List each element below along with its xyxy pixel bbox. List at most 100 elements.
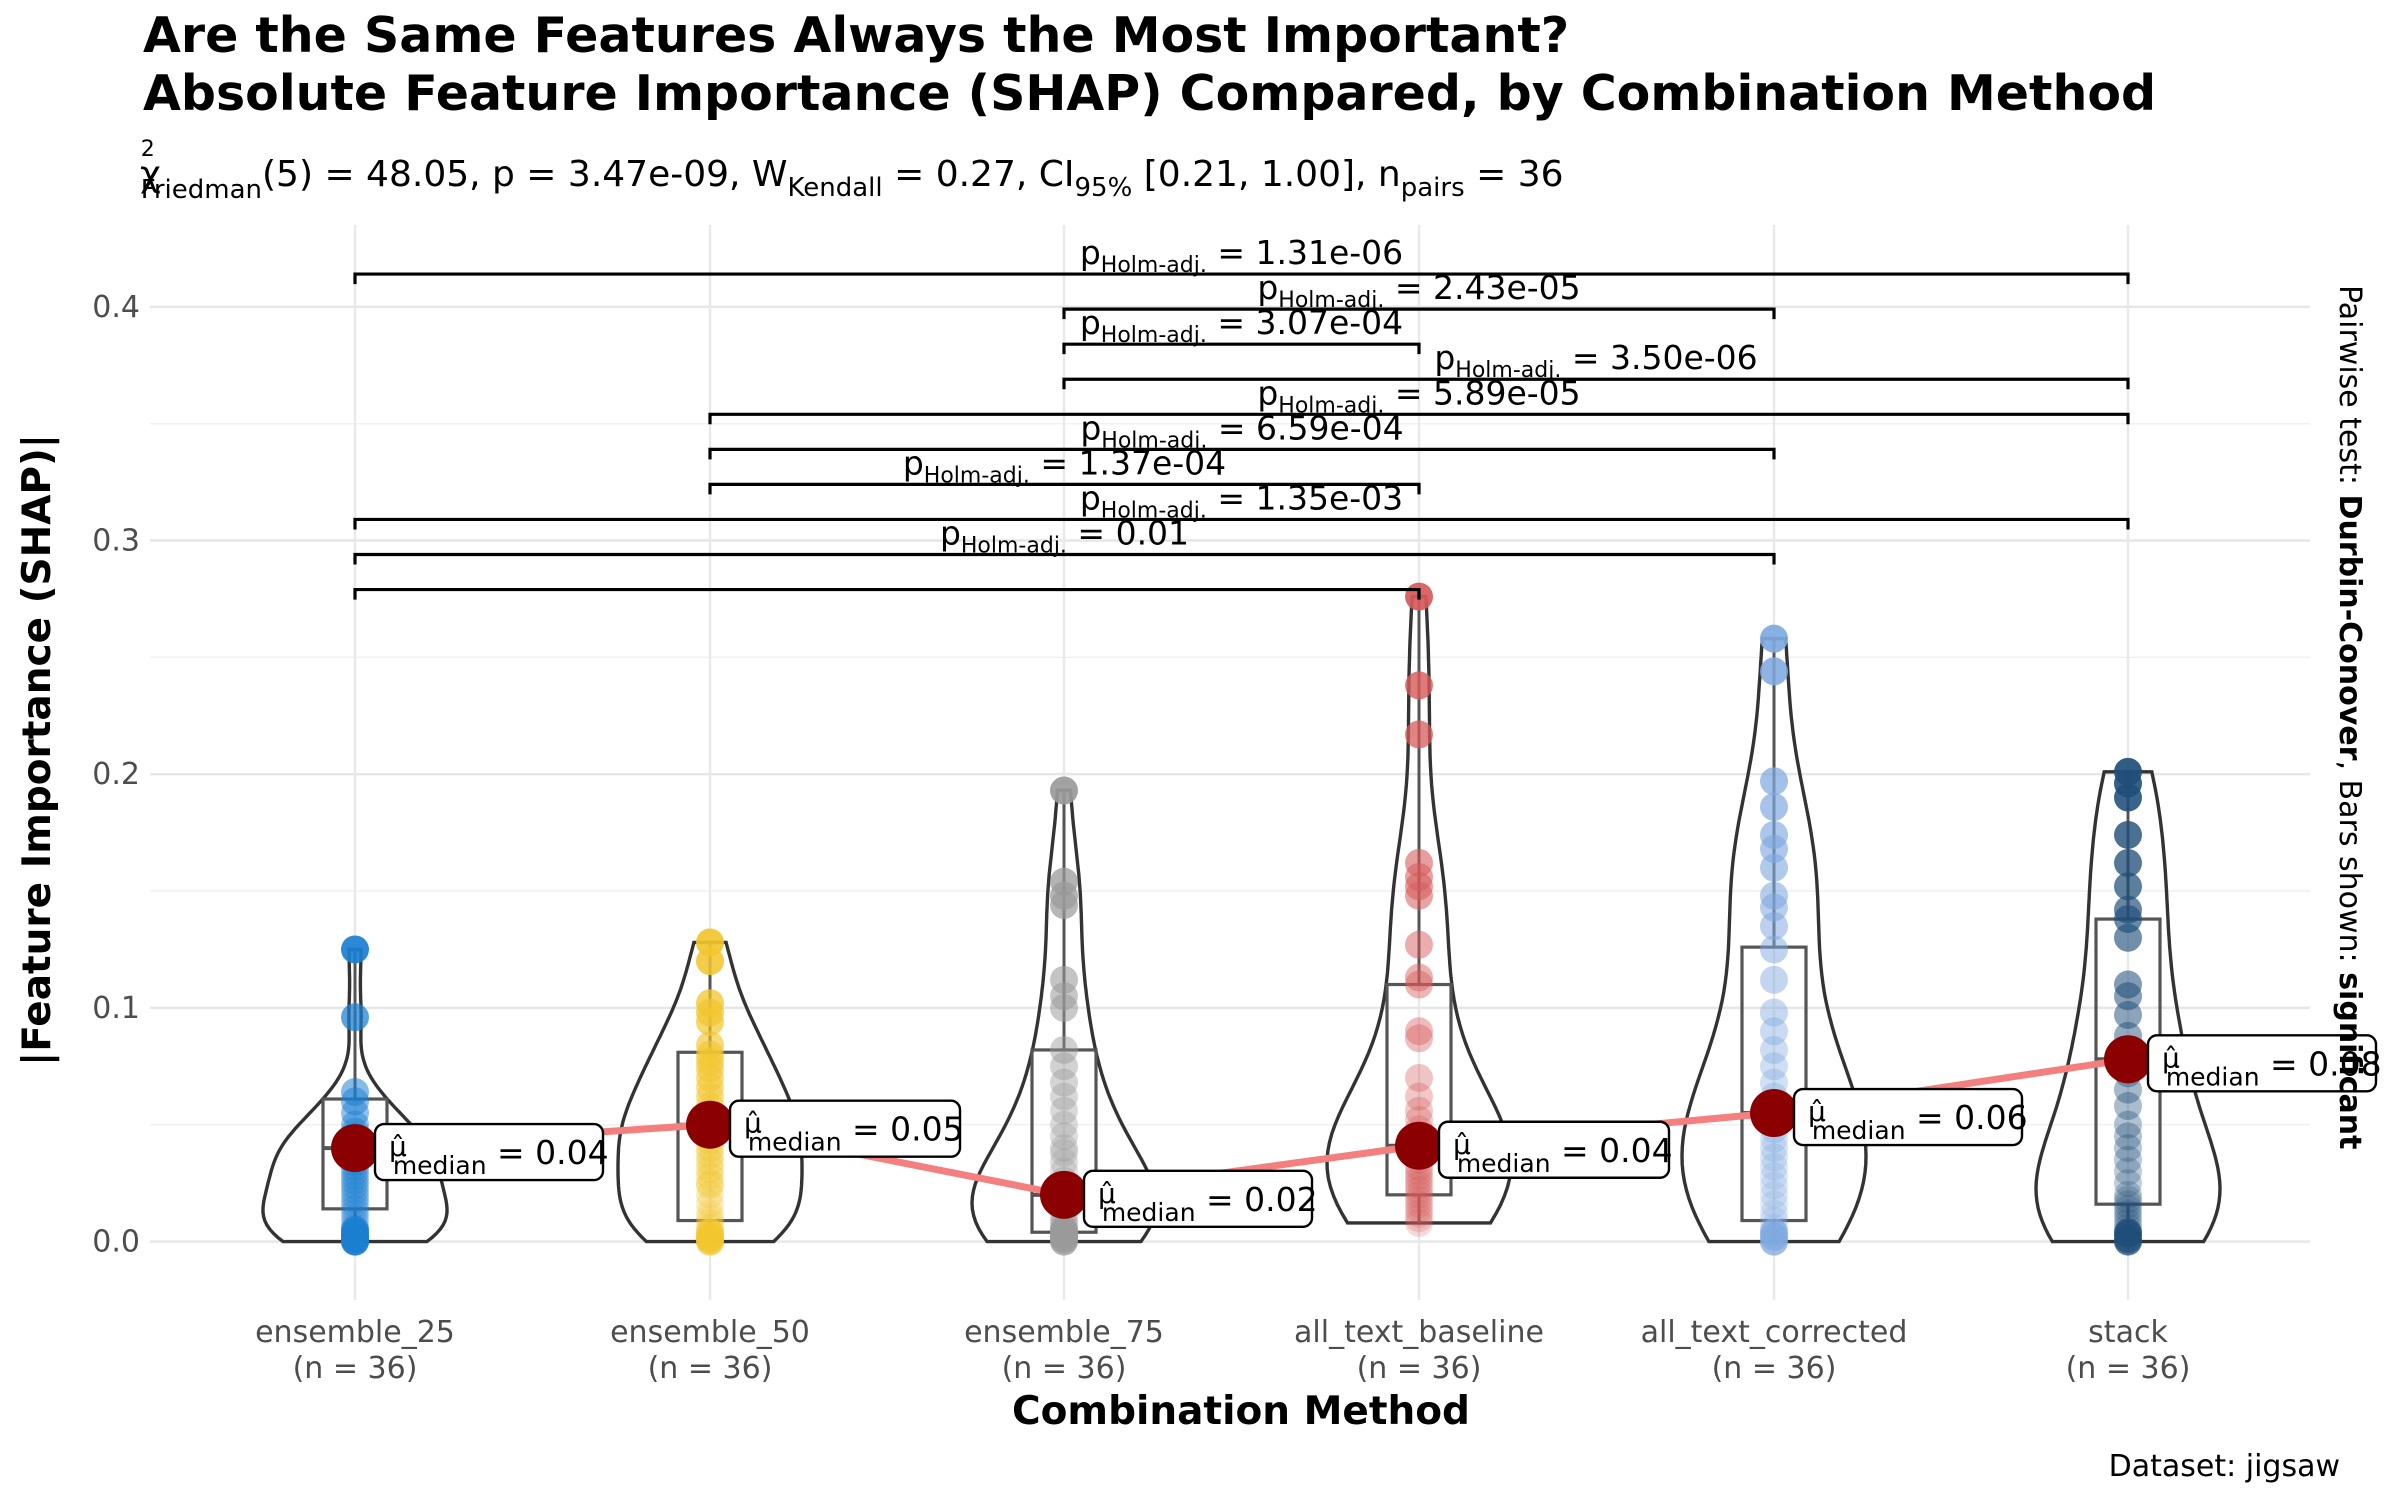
point-all_text_corrected — [1760, 1068, 1788, 1097]
point-ensemble_50 — [696, 1148, 724, 1177]
median-label-text: μ̂ median = 0.04 — [389, 1130, 609, 1180]
bracket-line — [353, 552, 1776, 565]
x-axis-ticks: ensemble_25(n = 36)ensemble_50(n = 36)en… — [255, 1315, 2190, 1386]
point-stack — [2114, 1145, 2142, 1174]
point-stack — [2114, 1000, 2142, 1029]
bracket-line — [353, 272, 2130, 285]
point-all_text_corrected — [1760, 1143, 1788, 1172]
pairwise-bracket: pHolm-adj. = 3.50e-06 — [1062, 338, 2130, 390]
point-stack — [2114, 1180, 2142, 1209]
point-ensemble_75 — [1050, 1148, 1078, 1177]
point-all_text_baseline — [1405, 1185, 1433, 1214]
side-bars: significant — [2332, 972, 2367, 1149]
point-all_text_baseline — [1405, 671, 1433, 700]
point-ensemble_25 — [341, 1180, 369, 1209]
median-label-text: μ̂ median = 0.02 — [1098, 1177, 1318, 1227]
x-tick-count: (n = 36) — [1357, 1351, 1482, 1386]
pairwise-bracket: pHolm-adj. = 1.31e-06 — [353, 233, 2130, 285]
point-all_text_baseline — [1405, 1166, 1433, 1195]
median-marker-ensemble_25 — [331, 1124, 379, 1173]
y-tick-label: 0.4 — [92, 290, 140, 325]
chart-subtitle: χ2 Friedman(5) = 48.05, p = 3.47e-09, WKe… — [140, 137, 1564, 205]
point-all_text_corrected — [1760, 1017, 1788, 1046]
point-all_text_baseline — [1405, 1199, 1433, 1228]
pairwise-bracket: pHolm-adj. = 0.01 — [353, 514, 1776, 565]
median-label-text: μ̂ median = 0.06 — [1808, 1095, 2028, 1145]
bracket-p-label: pHolm-adj. = 6.59e-04 — [1080, 408, 1403, 453]
point-all_text_corrected — [1760, 1152, 1788, 1181]
point-ensemble_25 — [341, 1176, 369, 1205]
point-ensemble_25 — [341, 1087, 369, 1116]
median-label-box — [1792, 1087, 2024, 1147]
point-all_text_baseline — [1405, 1204, 1433, 1233]
x-tick-count: (n = 36) — [1002, 1351, 1127, 1386]
point-all_text_baseline — [1405, 1082, 1433, 1111]
bracket-line — [353, 517, 2130, 530]
n-subscript: pairs — [1401, 173, 1465, 203]
side-mid: , Bars shown: — [2332, 760, 2367, 972]
point-ensemble_50 — [696, 1180, 724, 1209]
point-all_text_corrected — [1760, 792, 1788, 821]
pairwise-bracket: pHolm-adj. = 2.43e-05 — [1062, 268, 1776, 320]
median-marker-ensemble_50 — [686, 1100, 734, 1149]
pairwise-bracket: pHolm-adj. = 3.07e-04 — [1062, 303, 1421, 355]
point-ensemble_50 — [696, 1162, 724, 1191]
point-all_text_corrected — [1760, 1162, 1788, 1191]
point-ensemble_25 — [341, 1190, 369, 1219]
point-ensemble_25 — [341, 1194, 369, 1223]
bracket-line — [708, 482, 1421, 495]
point-all_text_baseline — [1405, 970, 1433, 999]
point-all_text_baseline — [1405, 1208, 1433, 1237]
bracket-line — [1062, 342, 1421, 355]
point-stack — [2114, 1169, 2142, 1198]
point-all_text_corrected — [1760, 853, 1788, 882]
point-stack — [2114, 1227, 2142, 1256]
point-all_text_baseline — [1405, 720, 1433, 749]
point-all_text_corrected — [1760, 1134, 1788, 1163]
pairwise-bracket — [353, 587, 1421, 600]
pairwise-bracket: pHolm-adj. = 1.37e-04 — [708, 443, 1421, 495]
point-all_text_corrected — [1760, 912, 1788, 941]
point-stack — [2114, 848, 2142, 877]
point-ensemble_50 — [696, 1190, 724, 1219]
x-tick-label: all_text_corrected — [1641, 1315, 1908, 1350]
point-all_text_corrected — [1760, 767, 1788, 796]
point-all_text_corrected — [1760, 1227, 1788, 1256]
point-all_text_baseline — [1405, 1017, 1433, 1046]
median-marker-all_text_baseline — [1395, 1121, 1443, 1170]
median-label-box — [2146, 1034, 2378, 1093]
ci-value: [0.21, 1.00], n — [1132, 154, 1400, 195]
point-all_text_baseline — [1405, 1190, 1433, 1219]
chi-symbol: χ — [140, 154, 161, 195]
point-ensemble_75 — [1050, 1035, 1078, 1064]
point-stack — [2114, 872, 2142, 901]
chart-title-line2: Absolute Feature Importance (SHAP) Compa… — [143, 65, 2156, 122]
side-annotation: Pairwise test: Durbin-Conover, Bars show… — [2332, 285, 2367, 1149]
point-stack — [2114, 1157, 2142, 1186]
point-stack — [2114, 1122, 2142, 1151]
point-ensemble_25 — [341, 1171, 369, 1200]
point-all_text_baseline — [1405, 1171, 1433, 1200]
bracket-p-label: pHolm-adj. = 1.35e-03 — [1080, 478, 1403, 523]
pairwise-bracket: pHolm-adj. = 5.89e-05 — [708, 373, 2130, 425]
point-stack — [2114, 1110, 2142, 1139]
median-label-box — [728, 1099, 962, 1158]
point-stack — [2114, 1194, 2142, 1223]
point-ensemble_50 — [696, 1169, 724, 1198]
chart-caption: Dataset: jigsaw — [2109, 1449, 2340, 1484]
point-ensemble_50 — [696, 1155, 724, 1184]
point-all_text_baseline — [1405, 1194, 1433, 1223]
point-all_text_baseline — [1405, 1162, 1433, 1191]
point-ensemble_75 — [1050, 1134, 1078, 1163]
bracket-p-label: pHolm-adj. = 0.01 — [940, 514, 1189, 559]
friedman-stat: (5) = 48.05, p = 3.47e-09, — [262, 154, 752, 195]
median-label-box — [373, 1122, 605, 1182]
median-labels: μ̂ median = 0.04 μ̂ median = 0.05 μ̂ median =… — [373, 1034, 2382, 1229]
point-stack — [2114, 1185, 2142, 1214]
point-ensemble_25 — [341, 1003, 369, 1032]
point-all_text_corrected — [1760, 1052, 1788, 1081]
point-stack — [2114, 783, 2142, 812]
x-tick-count: (n = 36) — [2066, 1351, 2191, 1386]
